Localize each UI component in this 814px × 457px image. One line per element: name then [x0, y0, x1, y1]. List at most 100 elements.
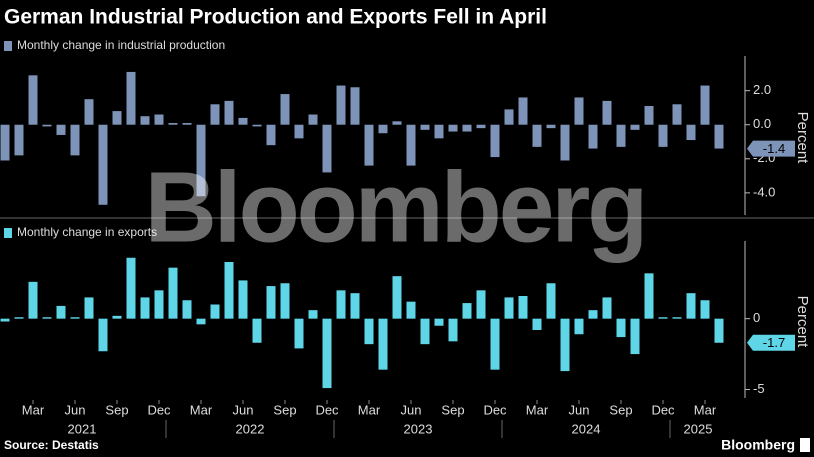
bar: [280, 94, 290, 125]
y-tick-label: -4.0: [753, 184, 775, 199]
bar: [448, 124, 458, 132]
chart-title: German Industrial Production and Exports…: [4, 6, 547, 29]
value-label: -1.4: [763, 141, 785, 156]
bar: [630, 124, 640, 130]
bar: [448, 318, 458, 342]
value-label-box: [747, 334, 795, 351]
bar: [322, 124, 332, 173]
bar: [154, 114, 164, 125]
bar: [392, 121, 402, 125]
legend-label: Monthly change in exports: [17, 225, 157, 239]
bar: [336, 85, 346, 125]
bar: [560, 318, 570, 372]
bar: [434, 318, 444, 326]
bar: [84, 99, 94, 125]
bar: [112, 315, 122, 319]
bar: [378, 318, 388, 370]
bar: [686, 124, 696, 141]
bar: [140, 297, 150, 319]
bar: [714, 318, 724, 343]
bar: [406, 301, 416, 319]
bar: [574, 97, 584, 125]
source: Source: Destatis: [4, 438, 99, 452]
legend-swatch: [4, 228, 12, 238]
bar: [126, 257, 136, 319]
x-tick-label: Mar: [358, 402, 381, 417]
bar: [168, 123, 178, 125]
bar: [504, 109, 514, 125]
y-tick-label: 0.0: [753, 116, 771, 131]
x-tick-label: Sep: [273, 402, 296, 417]
bar: [196, 318, 206, 325]
bar: [70, 124, 80, 156]
bar: [518, 97, 528, 125]
x-tick-label: Jun: [65, 402, 86, 417]
bar: [336, 290, 346, 319]
x-tick-label: Mar: [190, 402, 213, 417]
bar: [0, 318, 10, 322]
logo: Bloomberg: [721, 437, 795, 453]
bar: [392, 276, 402, 319]
bar: [504, 297, 514, 319]
bar: [658, 317, 668, 319]
y-tick-label: 0: [753, 310, 760, 325]
bar: [518, 296, 528, 319]
legend-label: Monthly change in industrial production: [17, 38, 225, 52]
x-tick-label: Jun: [401, 402, 422, 417]
bar: [602, 100, 612, 125]
bar: [714, 124, 724, 149]
bar: [462, 303, 472, 319]
x-tick-label: Jun: [569, 402, 590, 417]
value-label-box: [747, 140, 795, 157]
x-tick-label: Sep: [609, 402, 632, 417]
bar: [308, 114, 318, 125]
bar: [0, 124, 10, 161]
bar: [42, 124, 52, 127]
bar: [476, 124, 486, 129]
bar: [28, 75, 38, 125]
bar: [182, 123, 192, 125]
y-tick-label: -5: [753, 381, 765, 396]
bar: [588, 124, 598, 149]
x-tick-label: Dec: [315, 402, 339, 417]
bar: [644, 105, 654, 125]
bar: [700, 85, 710, 125]
bar: [84, 297, 94, 319]
bar: [532, 124, 542, 147]
bar: [224, 100, 234, 125]
bar: [238, 280, 248, 319]
bar: [490, 318, 500, 370]
value-label: -1.7: [763, 335, 785, 350]
bar: [56, 305, 66, 319]
bar: [602, 297, 612, 319]
y-tick-label: 2.0: [753, 82, 771, 97]
bar: [490, 124, 500, 158]
bar: [280, 283, 290, 319]
bar: [210, 104, 220, 125]
bar: [252, 124, 262, 127]
bar: [14, 124, 24, 156]
bar: [294, 318, 304, 349]
bar: [98, 318, 108, 352]
y-axis-label: Percent: [794, 296, 811, 349]
bar: [672, 317, 682, 319]
bar: [644, 273, 654, 319]
bar: [532, 318, 542, 330]
bar: [420, 318, 430, 345]
x-tick-label: Jun: [233, 402, 254, 417]
x-year-label: 2023: [404, 421, 433, 436]
bar: [420, 124, 430, 130]
bar: [560, 124, 570, 161]
watermark: Bloomberg: [145, 151, 646, 263]
legend-swatch: [4, 41, 12, 51]
bar: [378, 124, 388, 134]
bar: [294, 124, 304, 139]
bar: [196, 124, 206, 197]
x-tick-label: Mar: [694, 402, 717, 417]
x-tick-label: Mar: [22, 402, 45, 417]
x-tick-label: Sep: [441, 402, 464, 417]
bar: [238, 117, 248, 125]
bar: [406, 124, 416, 166]
